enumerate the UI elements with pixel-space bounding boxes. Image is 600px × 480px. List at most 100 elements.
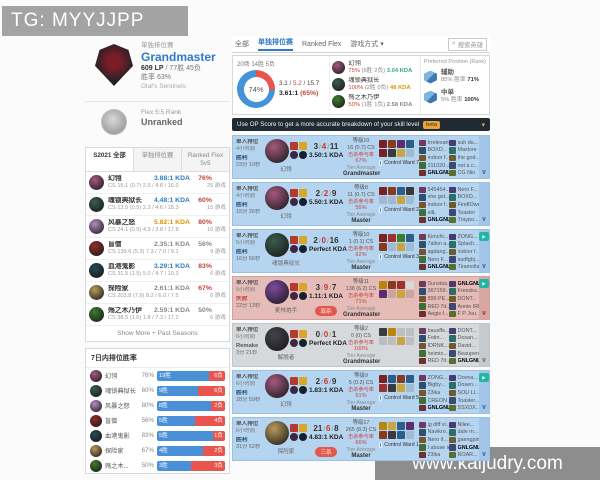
player-name[interactable]: 545454... — [427, 186, 450, 193]
expand-strip[interactable]: ▶ ∨ — [479, 371, 489, 413]
player-name[interactable]: RED 7it... — [427, 358, 450, 365]
player-name[interactable]: Oovna... — [457, 374, 478, 381]
player-name[interactable]: Kimchi... — [427, 233, 449, 240]
player-name[interactable]: Nilee... — [457, 421, 475, 428]
player-name[interactable]: Dosan... — [457, 335, 478, 342]
player-name[interactable]: SSXDX... — [457, 405, 480, 412]
expand-chevron-icon[interactable]: ∨ — [481, 404, 487, 411]
expand-strip[interactable]: ▶ ∨ — [479, 183, 489, 225]
player-name[interactable]: FireflOwer — [457, 201, 480, 208]
player-name[interactable]: RED 7it... — [427, 303, 450, 310]
expand-strip[interactable]: ▶ ∨ — [479, 418, 489, 460]
expand-strip[interactable]: ▶ ∨ — [479, 324, 489, 366]
player-name[interactable]: 367159... — [427, 288, 450, 295]
player-name[interactable]: dale m... — [457, 429, 479, 436]
season-tab[interactable]: Ranked Flex 5v5 — [181, 148, 229, 172]
player-name[interactable]: bausffs... — [427, 327, 450, 334]
season-champion-row[interactable]: 风暴之怒 5.82:1 KDA 80% CS 24.1 (0.9) 4.3 / … — [86, 216, 229, 239]
player-name[interactable]: 23ika — [427, 452, 441, 459]
op-score-banner[interactable]: Use OP Score to get a more accurate brea… — [232, 118, 490, 131]
season-champion-row[interactable]: 探险家 2.61:1 KDA 67% CS 203.8 (7.9) 8.2 / … — [86, 282, 229, 305]
player-name[interactable]: Freesks... — [457, 288, 480, 295]
player-name[interactable]: GNLGNL — [457, 444, 480, 451]
champion-icon[interactable] — [265, 186, 289, 210]
player-name[interactable]: not a c... — [457, 162, 479, 169]
tab-all[interactable]: 全部 — [235, 41, 249, 48]
season-champion-row[interactable]: 殇之木乃伊 2.59:1 KDA 50% CS 38.5 (1.6) 1.8 /… — [86, 304, 229, 327]
player-name[interactable]: IDRNK... — [427, 342, 449, 349]
player-name[interactable]: F P Jou... — [457, 311, 480, 318]
champion-icon[interactable] — [265, 374, 289, 398]
player-name[interactable]: GNLGNL — [427, 264, 450, 271]
player-name[interactable]: Tiramolla — [457, 264, 480, 271]
tab-ranked-solo[interactable]: 单独排位赛 — [258, 37, 293, 51]
expand-chevron-icon[interactable]: ∨ — [481, 357, 487, 364]
player-name[interactable]: GNLGNL — [427, 405, 450, 412]
player-name[interactable]: Beaupere — [457, 350, 480, 357]
expand-chevron-icon[interactable]: ∨ — [481, 310, 487, 317]
season-tab[interactable]: 单独排位赛 — [133, 148, 181, 172]
tab-game-mode-dropdown[interactable]: 游戏方式 ▾ — [350, 41, 384, 48]
player-name[interactable]: GNLGNL — [427, 217, 450, 224]
season-champion-row[interactable]: 盲僧 2.35:1 KDA 56% CS 139.6 (5.3) 7.3 / 7… — [86, 238, 229, 261]
player-name[interactable]: jg diff vi... — [427, 421, 450, 428]
expand-chevron-icon[interactable]: ∨ — [481, 263, 487, 270]
player-name[interactable]: Annie IRL — [457, 303, 480, 310]
tab-ranked-flex[interactable]: Ranked Flex — [302, 40, 342, 48]
player-name[interactable]: heimix... — [427, 350, 448, 357]
player-name[interactable]: the god... — [457, 154, 480, 161]
player-name[interactable]: eilL — [427, 209, 436, 216]
player-name[interactable]: DONT... — [457, 327, 477, 334]
player-name[interactable]: Nero F... — [427, 256, 448, 263]
player-name[interactable]: indoor f... — [427, 154, 450, 161]
expand-chevron-icon[interactable]: ∨ — [481, 216, 487, 223]
player-name[interactable]: Maxlore — [457, 147, 477, 154]
banner-chevron-down-icon[interactable]: ▾ — [481, 121, 485, 129]
player-name[interactable]: CREON — [427, 397, 447, 404]
player-name[interactable]: Aegis f... — [427, 311, 449, 318]
replay-button[interactable]: ▶ — [479, 279, 489, 288]
player-name[interactable]: Nero F... — [457, 186, 478, 193]
player-name[interactable]: BOXD... — [427, 147, 448, 154]
champion-icon[interactable] — [265, 233, 289, 257]
player-name[interactable]: she got... — [427, 194, 450, 201]
player-name[interactable]: asdfghj... — [457, 256, 480, 263]
champion-icon[interactable] — [265, 280, 289, 304]
expand-chevron-icon[interactable]: ∨ — [481, 451, 487, 458]
player-name[interactable]: 899 PE... — [427, 295, 450, 302]
player-name[interactable]: SOU LI... — [457, 389, 480, 396]
season-tab[interactable]: S2021 全部 — [86, 148, 133, 172]
player-name[interactable]: indoor f... — [457, 248, 480, 255]
champion-icon[interactable] — [265, 139, 289, 163]
player-name[interactable]: Nero if... — [427, 436, 448, 443]
player-name[interactable]: Traypo... — [457, 217, 479, 224]
player-name[interactable]: agdang... — [427, 248, 450, 255]
player-name[interactable]: Dosen... — [457, 382, 478, 389]
search-champion-input[interactable]: ⌕ 搜索英雄 — [447, 37, 487, 51]
replay-button[interactable]: ▶ — [479, 373, 489, 382]
player-name[interactable]: 7allon a... — [427, 241, 450, 248]
player-name[interactable]: Bigby... — [427, 382, 446, 389]
player-name[interactable]: Irrelevant — [427, 139, 450, 146]
player-name[interactable]: David... — [457, 342, 476, 349]
player-name[interactable]: Splash... — [457, 241, 479, 248]
player-name[interactable]: I abuse ie — [427, 444, 450, 451]
player-name[interactable]: GNLGNL — [427, 170, 450, 177]
player-name[interactable]: gaengpin — [457, 436, 480, 443]
player-name[interactable]: 23ika — [427, 389, 441, 396]
season-champion-row[interactable]: 魂锁典狱长 4.48:1 KDA 60% CS 13.5 (0.5) 2.3 /… — [86, 194, 229, 217]
expand-strip[interactable]: ▶ ∨ — [479, 230, 489, 272]
player-name[interactable]: DONT... — [457, 295, 477, 302]
show-more-link[interactable]: Show More + Past Seasons — [117, 330, 198, 338]
champion-icon[interactable] — [265, 327, 289, 351]
player-name[interactable]: ZONG... — [427, 374, 448, 381]
player-name[interactable]: Toaster... — [457, 397, 480, 404]
player-name[interactable]: GNLGNL — [457, 280, 480, 287]
champion-icon[interactable] — [265, 421, 289, 445]
player-name[interactable]: Fotin... — [427, 335, 444, 342]
player-name[interactable]: suh du... — [457, 139, 479, 146]
expand-strip[interactable]: ▶ ∨ — [479, 277, 489, 319]
season-champion-row[interactable]: 幻翎 3.88:1 KDA 76% CS 15.1 (0.7) 2.5 / 4.… — [86, 172, 229, 195]
player-name[interactable]: CG Nio — [457, 170, 476, 177]
player-name[interactable]: ROAR... — [457, 452, 478, 459]
